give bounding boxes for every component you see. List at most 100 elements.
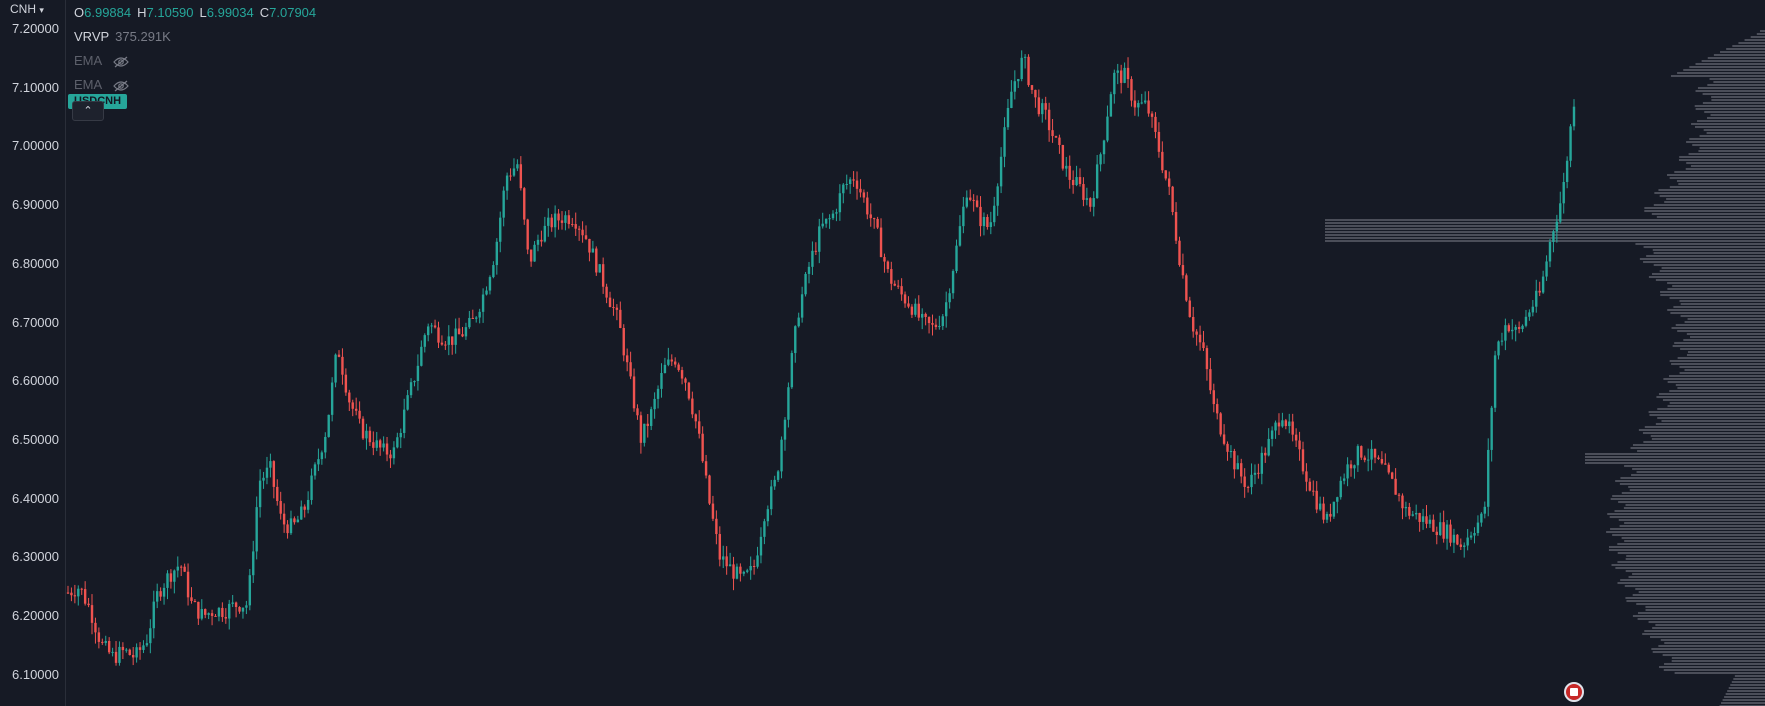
candle-body [1308,481,1312,491]
volume-profile-bar [1674,672,1765,674]
volume-profile-bar [1325,234,1765,236]
close-value: 7.07904 [269,5,317,20]
indicator-vrvp[interactable]: VRVP 375.291K [74,29,171,44]
eye-hidden-icon[interactable] [113,56,129,68]
candle-body [183,566,186,572]
volume-profile-bar [1650,435,1765,437]
volume-profile-bar [1652,249,1765,251]
candle-body [1233,450,1236,470]
candle-body [1294,434,1298,441]
candle-body [512,168,516,176]
volume-profile-bar [1711,96,1765,98]
candle-body [1456,534,1459,545]
candle-body [612,307,615,309]
candle-body [1552,231,1555,242]
volume-profile-bar [1713,81,1765,83]
volume-profile-bar [1624,585,1765,587]
candle-body [73,595,77,597]
candle-body [787,387,790,420]
volume-profile-bar [1615,567,1765,569]
volume-profile-bar [1637,612,1765,614]
candle-body [1198,334,1202,343]
volume-profile-bar [1677,387,1765,389]
candle-body [1205,348,1209,370]
candle-body [241,607,245,612]
candle-body [217,607,221,617]
candle-body [656,388,660,399]
candle-body [1123,67,1126,83]
candle-body [1322,503,1325,520]
volume-profile-bar [1645,609,1765,611]
candle-body [1171,186,1174,213]
volume-profile-bar [1609,516,1765,518]
volume-profile-bar [1325,219,1765,221]
candle-body [1418,513,1421,522]
volume-profile-bar [1678,183,1765,185]
volume-profile-bar [1675,384,1765,386]
volume-profile-bar [1664,201,1765,203]
candle-body [756,555,759,567]
candle-body [1305,471,1308,482]
candle-body [516,164,519,169]
candle-body [999,156,1003,187]
volume-profile-bar [1643,246,1765,248]
candle-body [1277,422,1281,427]
candle-body [1082,184,1085,200]
candle-body [636,408,639,416]
volume-profile-bar [1694,105,1765,107]
volume-profile-bar [1683,339,1765,341]
volume-profile-bar [1728,687,1765,689]
candle-body [680,370,684,379]
volume-profile-bar [1653,204,1765,206]
candle-body [615,307,619,310]
candle-body [1068,165,1071,180]
candle-body [1312,490,1315,492]
candle-body [180,566,183,568]
candle-body [608,297,612,308]
candle-body [838,193,842,213]
volume-profile-bar [1642,432,1765,434]
volume-profile-bar [1617,561,1765,563]
indicator-ema-1[interactable]: EMA [74,53,129,68]
us-flag-icon[interactable] [1564,682,1584,702]
candle-body [1078,177,1082,185]
candle-body [1528,312,1531,317]
candle-body [577,228,581,230]
candle-body [447,336,450,345]
candle-body [773,479,776,487]
eye-hidden-icon[interactable] [113,80,129,92]
candle-body [1061,144,1065,169]
chevron-down-icon: ▾ [39,5,44,15]
volume-profile-bar [1680,348,1765,350]
candle-body [1020,57,1023,80]
candle-body [739,566,742,574]
candle-body [893,283,896,286]
volume-profile-bar [1624,540,1765,542]
candle-body [625,355,629,363]
symbol-selector[interactable]: CNH ▾ [10,2,44,16]
candle-body [97,632,101,642]
volume-profile-bar [1686,354,1765,356]
collapse-legend-button[interactable]: ⌃ [72,101,104,121]
open-value: 6.99884 [84,5,132,20]
candle-body [210,613,214,616]
candle-body [1054,136,1058,138]
candle-body [1291,421,1294,435]
candle-body [475,317,478,319]
volume-profile-bar [1677,330,1765,332]
volume-profile-bar [1669,390,1765,392]
candle-body [1150,113,1154,117]
candle-body [533,244,536,262]
candle-body [468,317,471,328]
candle-body [1356,446,1360,466]
candle-body [917,303,920,318]
candle-body [1212,390,1215,405]
indicator-ema-2[interactable]: EMA [74,77,129,92]
ema-1-name: EMA [74,53,102,68]
volume-profile-bar [1667,309,1765,311]
volume-profile-bar [1657,408,1765,410]
candle-body [499,217,502,242]
candle-body [1377,457,1380,459]
volume-profile-bar [1669,177,1765,179]
